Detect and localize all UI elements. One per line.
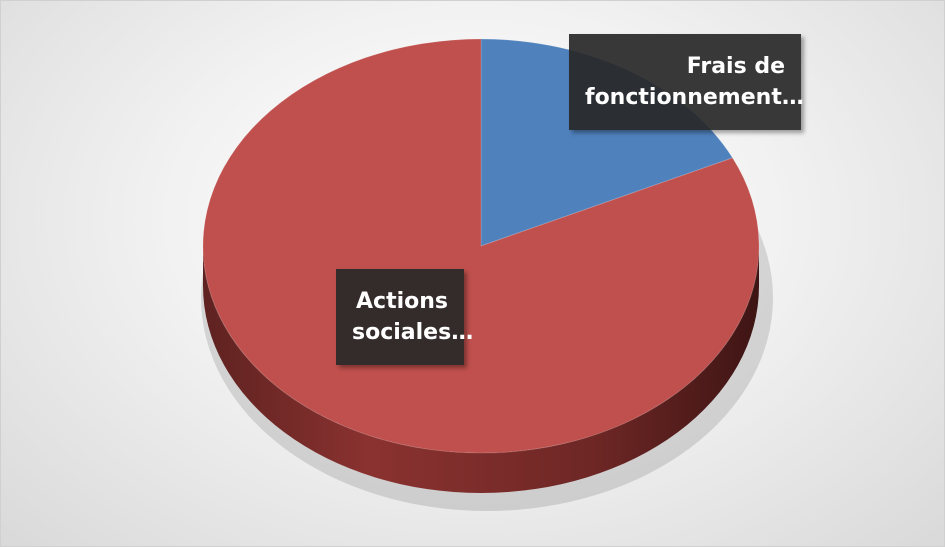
data-label: Actions sociales… <box>336 269 473 365</box>
data-label: Frais de fonctionnement… <box>569 34 804 130</box>
pie-side <box>203 246 759 493</box>
